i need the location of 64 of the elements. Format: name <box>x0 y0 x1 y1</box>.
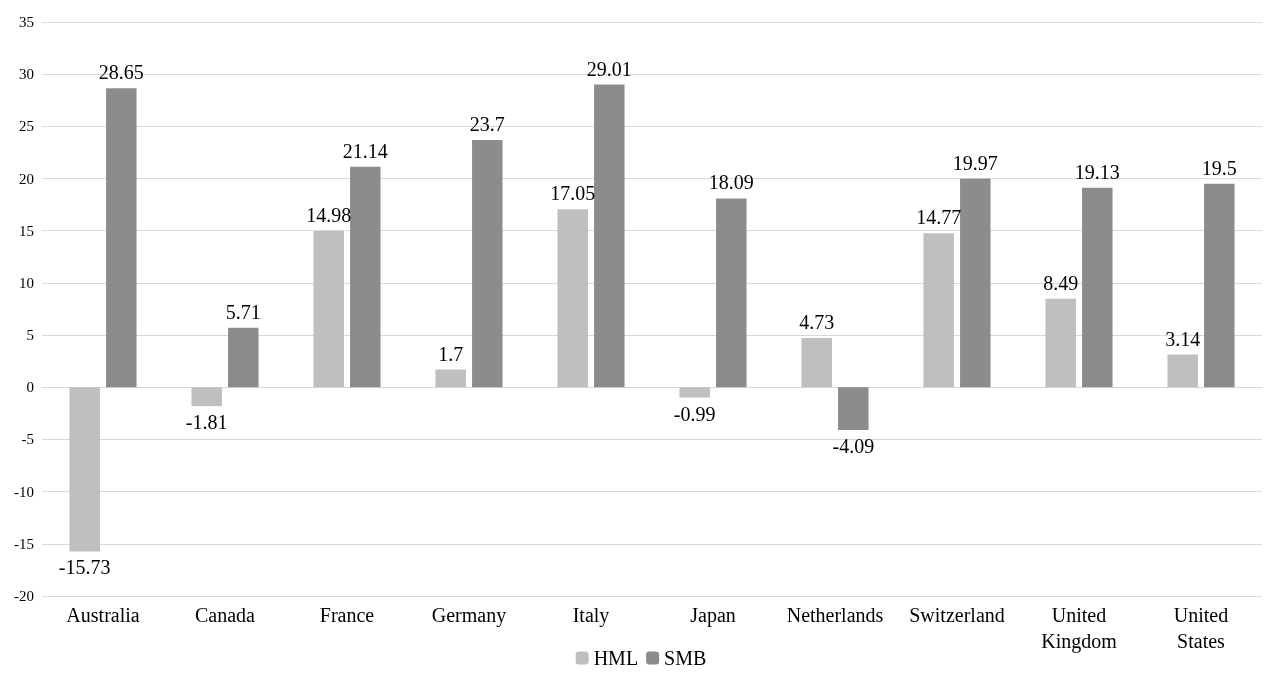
data-label: -1.81 <box>185 411 228 434</box>
data-label: 19.97 <box>952 151 998 174</box>
y-tick-label: -5 <box>21 431 34 448</box>
bar <box>435 369 466 388</box>
data-label: 19.5 <box>1201 156 1237 179</box>
data-label: 17.05 <box>550 182 596 205</box>
x-tick-label: France <box>319 604 375 626</box>
bar <box>191 387 222 407</box>
data-label: 4.73 <box>799 310 835 333</box>
bar <box>679 387 710 398</box>
x-tick-label: Canada <box>195 604 256 626</box>
data-label: 5.71 <box>225 300 261 323</box>
y-tick-label: -20 <box>14 588 34 604</box>
bar <box>472 139 503 388</box>
x-tick-label: Switzerland <box>909 604 1005 626</box>
legend-label: HML <box>593 647 639 669</box>
bar <box>106 88 137 388</box>
y-tick-label: 20 <box>19 170 34 187</box>
bar <box>69 387 100 552</box>
bar <box>923 233 954 388</box>
bar <box>801 337 832 388</box>
data-label: 3.14 <box>1165 327 1201 350</box>
data-label: 18.09 <box>708 171 754 194</box>
bar <box>557 209 588 388</box>
x-tick-label: Netherlands <box>786 604 884 626</box>
bar <box>228 327 259 388</box>
bar <box>960 178 991 388</box>
data-label: 23.7 <box>469 112 505 135</box>
bar <box>313 230 344 388</box>
x-tick-label: United States <box>1173 604 1229 652</box>
x-tick-label: Germany <box>431 604 507 627</box>
x-tick-label: Australia <box>66 604 140 626</box>
data-label: -0.99 <box>673 402 716 425</box>
data-label: -15.73 <box>58 556 111 579</box>
bar <box>594 84 625 388</box>
data-label: 29.01 <box>586 57 632 80</box>
y-tick-label: 30 <box>19 66 34 83</box>
y-tick-label: 25 <box>19 118 34 135</box>
legend-label: SMB <box>664 647 707 669</box>
data-label: 1.7 <box>438 342 464 365</box>
bar <box>1167 354 1198 388</box>
y-tick-label: 35 <box>19 14 34 30</box>
data-label: 28.65 <box>98 61 144 84</box>
data-label: 14.77 <box>916 206 962 229</box>
x-tick-label: United Kingdom <box>1041 604 1118 653</box>
bar <box>838 387 869 430</box>
y-tick-label: 5 <box>26 327 34 344</box>
bar <box>350 166 381 388</box>
y-tick-label: -15 <box>14 535 34 552</box>
y-tick-label: 0 <box>26 379 34 396</box>
x-tick-label: Italy <box>572 604 610 627</box>
data-label: 14.98 <box>306 203 352 226</box>
y-tick-label: -10 <box>14 483 34 500</box>
data-label: 21.14 <box>342 139 388 162</box>
bar <box>716 198 747 388</box>
data-label: 19.13 <box>1074 160 1120 183</box>
bar <box>1045 298 1076 388</box>
y-tick-label: 15 <box>19 222 34 239</box>
x-tick-label: Japan <box>690 604 736 627</box>
y-tick-label: 10 <box>19 274 34 291</box>
bar <box>1204 183 1235 388</box>
data-label: -4.09 <box>832 434 875 457</box>
bar <box>1082 187 1113 388</box>
data-label: 8.49 <box>1043 271 1079 294</box>
